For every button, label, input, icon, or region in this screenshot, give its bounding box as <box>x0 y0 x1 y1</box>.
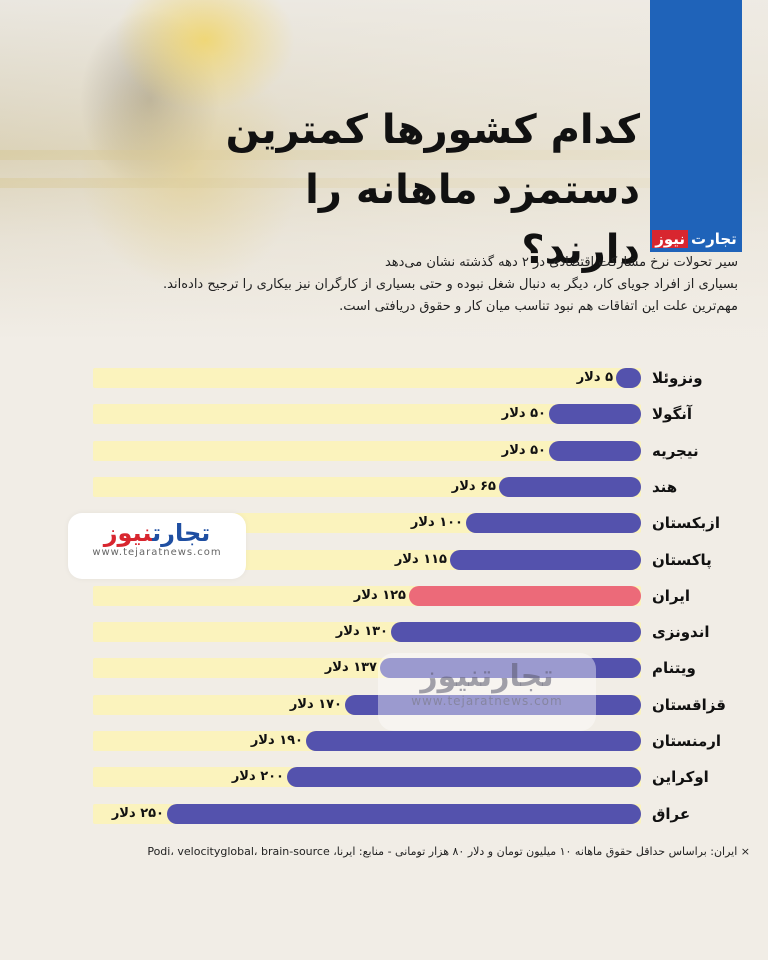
bar <box>499 476 641 497</box>
bar-value-label: ۱۳۷ دلار <box>324 660 377 676</box>
watermark-url: www.tejaratnews.com <box>92 547 222 558</box>
chart-row: ۲۰۰ دلار اوکراین <box>0 759 768 795</box>
bar-value-label: ۱۳۰ دلار <box>335 624 388 640</box>
bar <box>616 368 641 388</box>
chart-row: ۱۳۰ دلار اندونزی <box>0 614 768 650</box>
chart-row: ۵ دلار ونزوئلا <box>0 360 768 396</box>
chart-row: ۵۰ دلار آنگولا <box>0 396 768 432</box>
bar-value-label: ۱۹۰ دلار <box>250 733 303 748</box>
chart-row: ۱۳۷ دلار ویتنام <box>0 650 768 686</box>
bar-value-label: ۵ دلار <box>576 370 613 385</box>
title-line-1: کدام کشورها کمترین <box>225 107 640 153</box>
watermark-overlay-url: www.tejaratnews.com <box>411 694 563 708</box>
bar-value-label: ۱۲۵ دلار <box>353 587 406 603</box>
bar <box>549 404 641 425</box>
wage-bar-chart: ۵ دلار ونزوئلا ۵۰ دلار آنگولا ۵۰ دلار نیجریه ۶… <box>0 360 768 830</box>
intro-text: سیر تحولات نرخ مشارکت اقتصادی در ۲ دهه گ… <box>18 252 738 318</box>
bar-value-label: ۱۰۰ دلار <box>410 515 463 531</box>
brand-logo-part1: تجارت <box>691 230 737 248</box>
country-label: اندونزی <box>652 623 710 642</box>
country-label: پاکستان <box>652 550 712 569</box>
bar-value-label: ۶۵ دلار <box>451 478 496 494</box>
chart-row: ۱۲۵ دلار ایران <box>0 578 768 614</box>
country-label: اوکراین <box>652 768 709 787</box>
photo-overlay <box>0 0 768 340</box>
bar <box>287 767 641 788</box>
bar-track <box>93 440 641 461</box>
intro-line-1: سیر تحولات نرخ مشارکت اقتصادی در ۲ دهه گ… <box>384 255 738 270</box>
chart-row: ۵۰ دلار نیجریه <box>0 433 768 469</box>
bar-highlighted <box>409 585 641 606</box>
country-label: نیجریه <box>652 441 699 460</box>
bar <box>391 622 641 643</box>
bar <box>306 731 641 751</box>
country-label: ونزوئلا <box>652 369 703 387</box>
bar-value-label: ۵۰ دلار <box>501 442 546 458</box>
country-label: ایران <box>652 586 691 605</box>
watermark-overlay-logo: تجارتنیوز <box>420 659 554 694</box>
bar <box>549 440 641 461</box>
bar-track <box>93 368 641 388</box>
bar-value-label: ۵۰ دلار <box>501 406 546 422</box>
country-label: ویتنام <box>652 659 696 678</box>
watermark-logo: تجارتنیوز <box>103 519 211 547</box>
chart-row: ۶۵ دلار هند <box>0 469 768 505</box>
bar-track <box>93 404 641 425</box>
bar-value-label: ۱۱۵ دلار <box>394 551 447 567</box>
country-label: ازبکستان <box>652 514 720 533</box>
bar <box>380 658 641 679</box>
watermark-logo-card: تجارتنیوز www.tejaratnews.com <box>68 513 246 579</box>
bar <box>345 694 641 715</box>
brand-strip <box>650 0 742 252</box>
brand-logo-badge: تجارت نیوز <box>650 226 742 252</box>
bar-value-label: ۱۷۰ دلار <box>289 696 342 712</box>
bar <box>167 803 641 824</box>
footnote-sources: × ایران: براساس حداقل حقوق ماهانه ۱۰ میل… <box>147 845 750 858</box>
page-title: کدام کشورها کمترین دستمزد ماهانه را دارن… <box>180 100 640 280</box>
chart-row: ۲۵۰ دلار عراق <box>0 796 768 832</box>
country-label: آنگولا <box>652 405 693 424</box>
brand-logo-part2: نیوز <box>652 230 688 248</box>
title-line-2: دستمزد ماهانه را دارند؟ <box>305 167 640 273</box>
country-label: هند <box>652 477 678 496</box>
country-label: ارمنستان <box>652 732 722 750</box>
bar-value-label: ۲۵۰ دلار <box>111 805 164 821</box>
country-label: قزاقستان <box>652 695 726 714</box>
watermark-overlay: تجارتنیوز www.tejaratnews.com <box>378 653 596 731</box>
bar <box>466 513 641 534</box>
bar-value-label: ۲۰۰ دلار <box>231 769 284 785</box>
chart-row: ۱۹۰ دلار ارمنستان <box>0 723 768 759</box>
country-label: عراق <box>652 804 691 823</box>
chart-row: ۱۷۰ دلار قزاقستان <box>0 687 768 723</box>
bar <box>450 549 641 570</box>
intro-line-3: مهم‌ترین علت این اتفاقات هم نبود تناسب م… <box>339 299 738 314</box>
intro-line-2: بسیاری از افراد جویای کار، دیگر به دنبال… <box>163 277 738 292</box>
